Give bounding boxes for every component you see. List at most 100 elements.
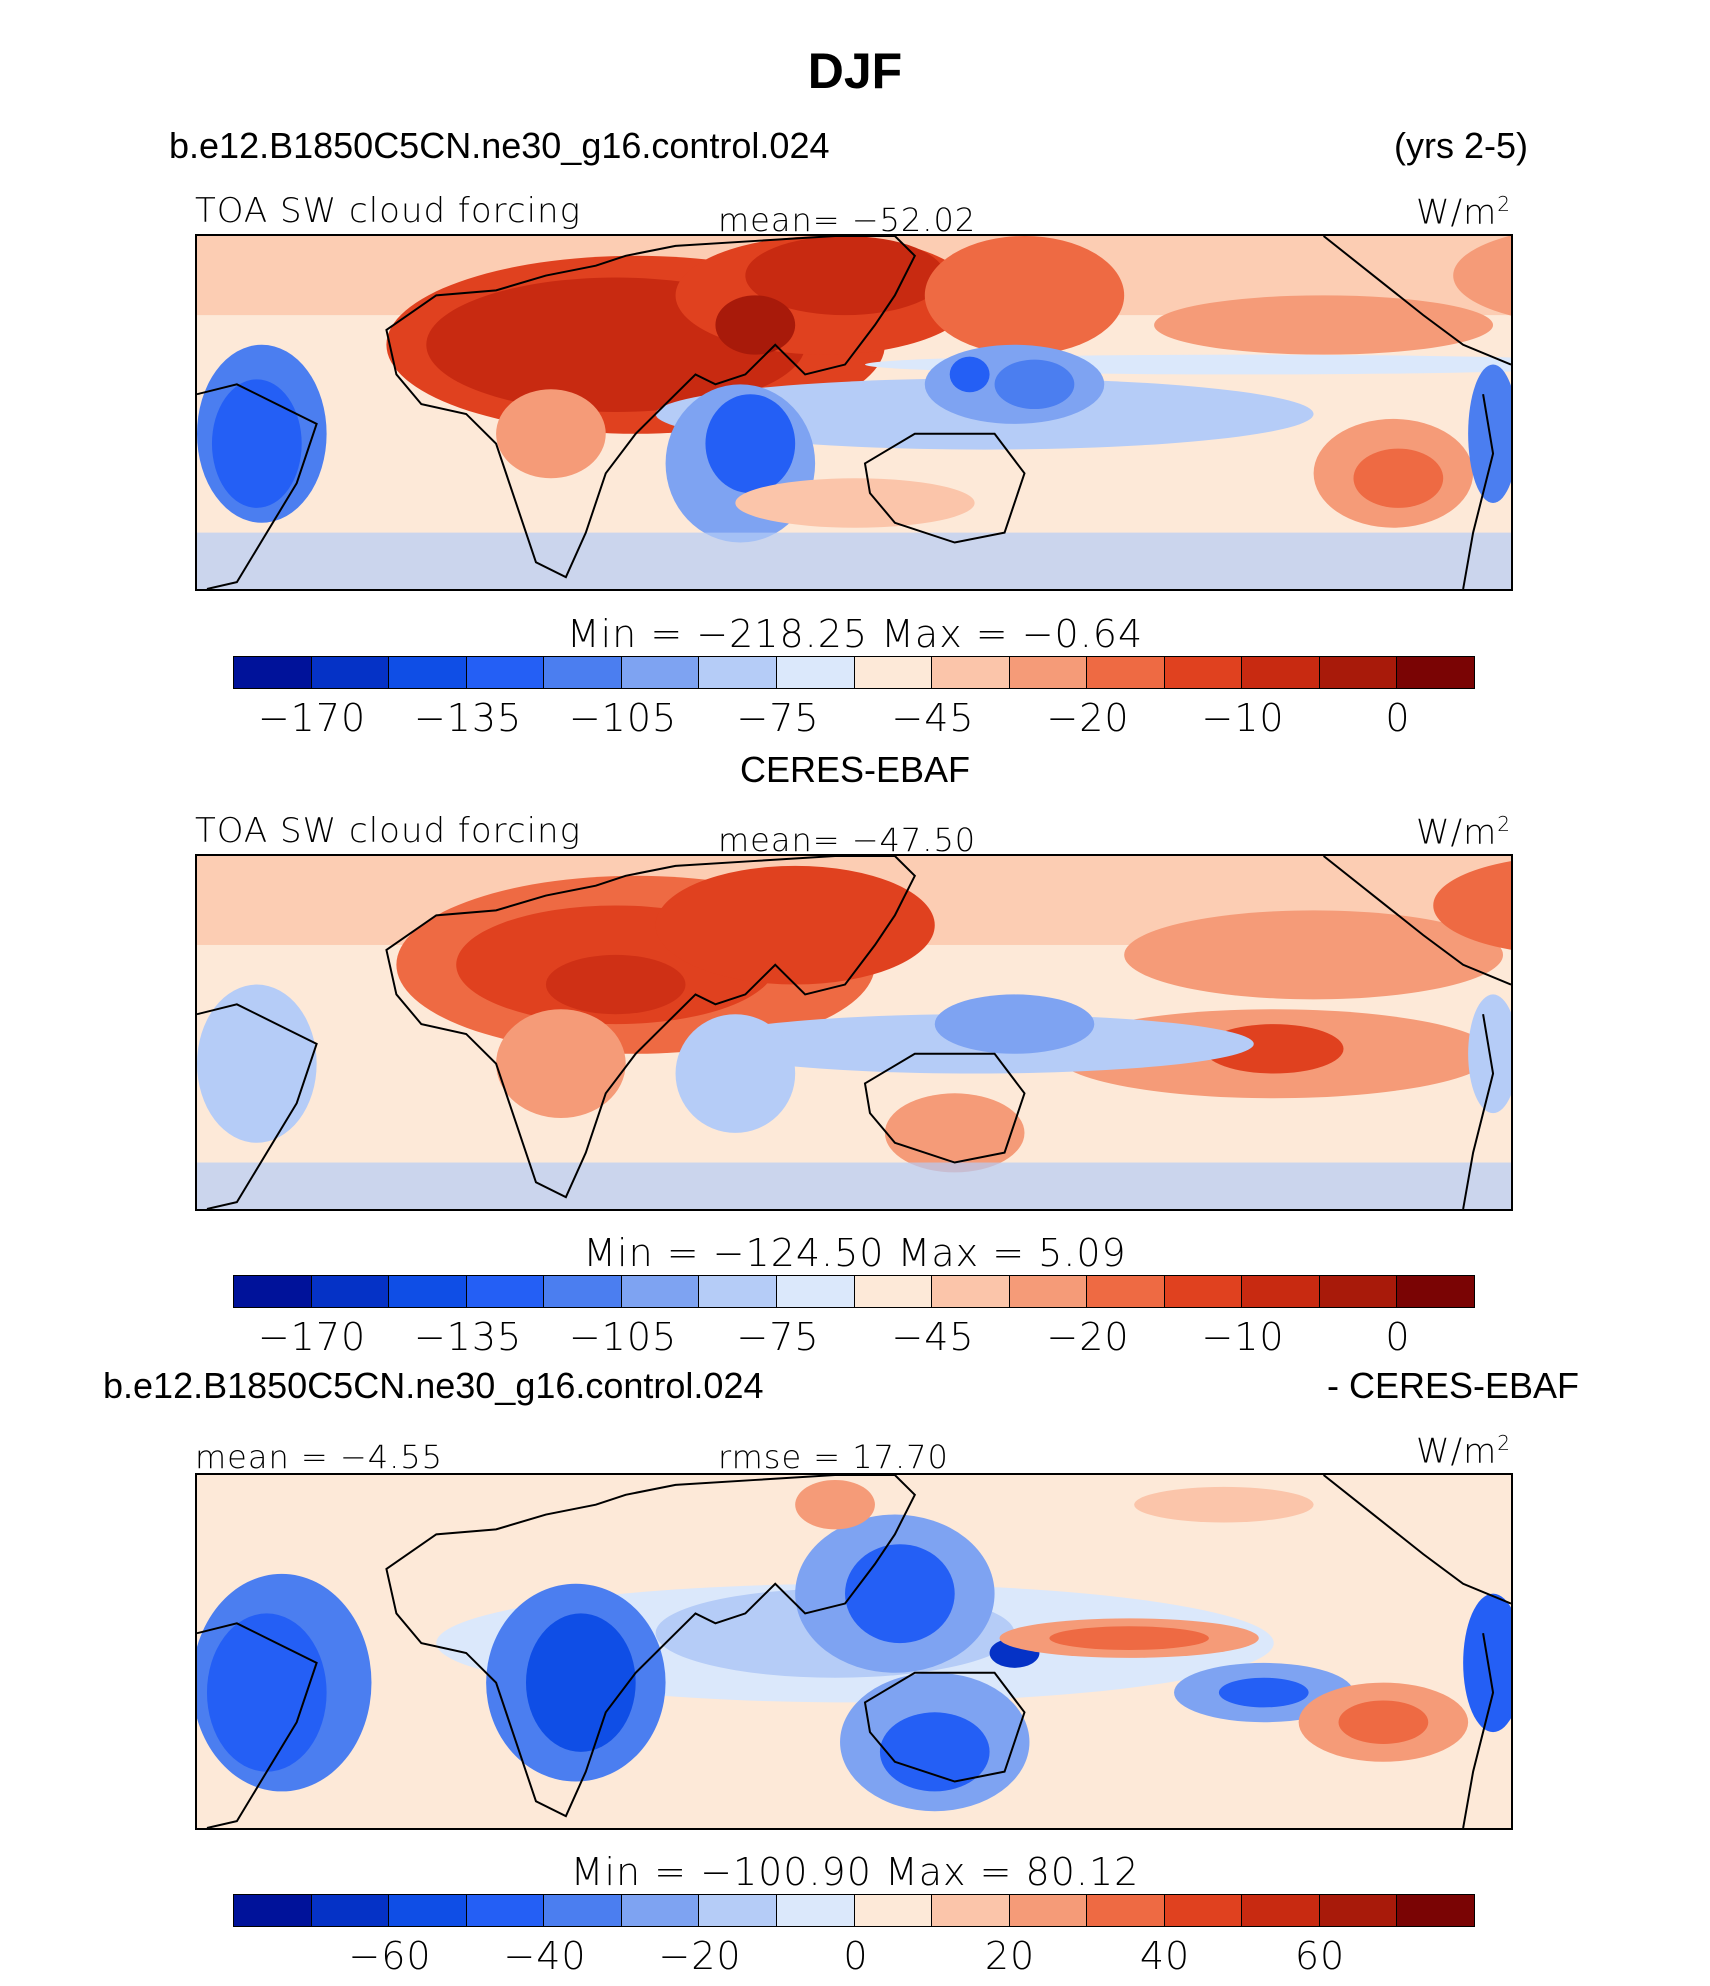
colorbar-cell <box>1319 1276 1398 1307</box>
panel1-units-exp: 2 <box>1497 192 1511 216</box>
panel3-tick: −60 <box>348 1934 432 1978</box>
panel3-tick: 40 <box>1139 1934 1191 1978</box>
colorbar-cell <box>1319 657 1398 688</box>
colorbar-cell <box>854 1276 933 1307</box>
panel3-contour-map <box>197 1475 1511 1828</box>
colorbar-cell <box>234 1276 312 1307</box>
colorbar-cell <box>234 1895 312 1926</box>
panel1-tick: −135 <box>413 696 523 740</box>
colorbar-cell <box>699 657 777 688</box>
panel3-units-exp: 2 <box>1497 1431 1511 1455</box>
panel3-units: W/m2 <box>1416 1433 1511 1468</box>
figure-title: DJF <box>807 43 903 99</box>
colorbar-cell <box>466 1895 545 1926</box>
panel3-tick: 20 <box>984 1934 1036 1978</box>
panel3-rmse-label: rmse = 17.70 <box>718 1438 949 1476</box>
panel1-tick: −45 <box>891 696 975 740</box>
colorbar-cell <box>1242 657 1320 688</box>
panel3-tick: 60 <box>1294 1934 1346 1978</box>
panel1-variable-label: TOA SW cloud forcing <box>195 191 581 231</box>
colorbar-cell <box>311 657 390 688</box>
panel1-units: W/m2 <box>1416 194 1511 229</box>
panel1-mean-label: mean= −52.02 <box>718 201 977 239</box>
panel2-mean-label: mean= −47.50 <box>718 821 977 859</box>
panel2-tick: −45 <box>891 1315 975 1359</box>
colorbar-cell <box>699 1276 777 1307</box>
panel2-units-base: W/m <box>1416 812 1498 853</box>
panel2-map <box>195 854 1513 1211</box>
colorbar-cell <box>1087 1895 1165 1926</box>
panel2-tick: 0 <box>1385 1315 1411 1359</box>
colorbar-cell <box>1242 1276 1320 1307</box>
colorbar-cell <box>1009 657 1088 688</box>
panel1-tick: −75 <box>736 696 820 740</box>
colorbar-cell <box>1009 1276 1088 1307</box>
panel3-tick: −40 <box>503 1934 587 1978</box>
colorbar-cell <box>854 657 933 688</box>
colorbar-cell <box>466 1276 545 1307</box>
panel1-tick: −170 <box>257 696 367 740</box>
colorbar-cell <box>1164 657 1243 688</box>
colorbar-cell <box>1087 1276 1165 1307</box>
colorbar-cell <box>466 657 545 688</box>
colorbar-cell <box>699 1895 777 1926</box>
panel2-tick: −20 <box>1046 1315 1130 1359</box>
colorbar-cell <box>1009 1895 1088 1926</box>
panel2-units-exp: 2 <box>1497 812 1511 836</box>
case-name: b.e12.B1850C5CN.ne30_g16.control.024 <box>169 125 830 166</box>
panel3-tick: 0 <box>843 1934 869 1978</box>
diff-case-name: b.e12.B1850C5CN.ne30_g16.control.024 <box>103 1365 764 1406</box>
panel2-minmax: Min = −124.50 Max = 5.09 <box>583 1231 1127 1275</box>
panel1-contour-map <box>197 236 1511 589</box>
colorbar-cell <box>1242 1895 1320 1926</box>
colorbar-cell <box>621 1276 700 1307</box>
colorbar-cell <box>1397 1895 1474 1926</box>
colorbar-cell <box>621 657 700 688</box>
panel2-tick: −170 <box>257 1315 367 1359</box>
panel1-tick: 0 <box>1385 696 1411 740</box>
colorbar-cell <box>932 657 1010 688</box>
panel1-tick: −10 <box>1201 696 1285 740</box>
panel2-tick: −10 <box>1201 1315 1285 1359</box>
obs-name: CERES-EBAF <box>739 749 971 790</box>
colorbar-cell <box>932 1895 1010 1926</box>
panel2-colorbar <box>233 1275 1475 1308</box>
colorbar-cell <box>776 657 855 688</box>
panel1-units-base: W/m <box>1416 192 1498 233</box>
colorbar-cell <box>544 1895 622 1926</box>
colorbar-cell <box>1319 1895 1398 1926</box>
panel1-tick: −20 <box>1046 696 1130 740</box>
colorbar-cell <box>1164 1276 1243 1307</box>
panel2-contour-map <box>197 856 1511 1209</box>
colorbar-cell <box>621 1895 700 1926</box>
panel1-minmax: Min = −218.25 Max = −0.64 <box>566 612 1144 656</box>
colorbar-cell <box>544 657 622 688</box>
colorbar-cell <box>932 1276 1010 1307</box>
colorbar-cell <box>311 1276 390 1307</box>
colorbar-cell <box>1397 1276 1474 1307</box>
panel2-variable-label: TOA SW cloud forcing <box>195 811 581 851</box>
colorbar-cell <box>1164 1895 1243 1926</box>
panel1-colorbar <box>233 656 1475 689</box>
colorbar-cell <box>776 1895 855 1926</box>
panel3-tick: −20 <box>658 1934 742 1978</box>
colorbar-cell <box>311 1895 390 1926</box>
colorbar-cell <box>234 657 312 688</box>
panel1-tick: −105 <box>568 696 678 740</box>
panel3-mean-label: mean = −4.55 <box>195 1438 443 1476</box>
panel2-tick: −135 <box>413 1315 523 1359</box>
colorbar-cell <box>389 1276 467 1307</box>
panel1-map <box>195 234 1513 591</box>
panel3-colorbar <box>233 1894 1475 1927</box>
colorbar-cell <box>389 657 467 688</box>
colorbar-cell <box>544 1276 622 1307</box>
panel2-units: W/m2 <box>1416 814 1511 849</box>
panel3-minmax: Min = −100.90 Max = 80.12 <box>570 1850 1140 1894</box>
diff-suffix: - CERES-EBAF <box>1327 1365 1580 1406</box>
panel2-tick: −105 <box>568 1315 678 1359</box>
colorbar-cell <box>389 1895 467 1926</box>
panel3-units-base: W/m <box>1416 1431 1498 1472</box>
panel3-map <box>195 1473 1513 1830</box>
colorbar-cell <box>1087 657 1165 688</box>
colorbar-cell <box>854 1895 933 1926</box>
